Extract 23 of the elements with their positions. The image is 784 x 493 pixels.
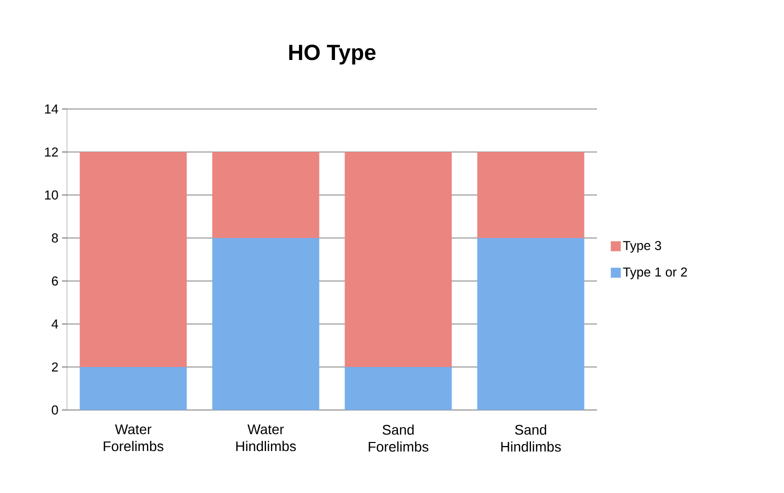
x-tick-label: Water Hindlimbs: [236, 424, 296, 452]
x-tick-label: Sand Forelimbs: [368, 424, 428, 452]
bar: [477, 152, 584, 238]
x-tick-label: Sand Hindlimbs: [501, 424, 561, 452]
y-tick-label: 0: [52, 405, 58, 415]
y-tick-label: 2: [52, 362, 58, 372]
bar: [212, 238, 320, 410]
legend-label: Type 3: [623, 240, 662, 253]
legend-label: Type 1 or 2: [623, 267, 687, 280]
y-tick-label: 6: [52, 276, 58, 286]
bar: [80, 366, 187, 410]
y-tick-label: 4: [52, 320, 58, 328]
y-tick-label: 10: [45, 190, 58, 200]
y-tick-label: 12: [45, 147, 58, 157]
bar: [344, 152, 452, 367]
y-tick-label: 14: [45, 104, 58, 114]
bar: [477, 238, 584, 410]
bar: [80, 152, 187, 367]
y-tick-label: 8: [52, 233, 58, 243]
bar: [212, 152, 320, 238]
x-tick-label: Water Forelimbs: [104, 424, 164, 452]
chart-title: HO Type: [289, 44, 376, 64]
bar: [344, 366, 452, 410]
